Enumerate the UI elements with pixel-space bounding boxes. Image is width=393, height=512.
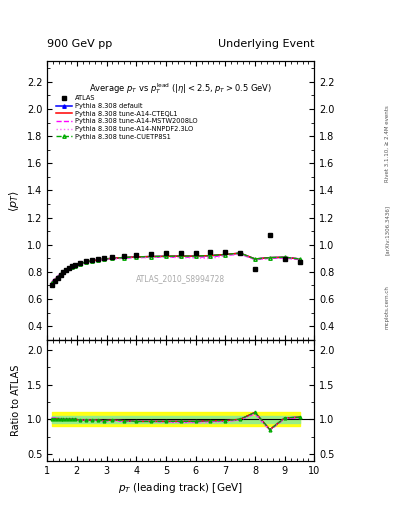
Text: Average $p_T$ vs $p_T^{\mathrm{lead}}$ ($|\eta| < 2.5$, $p_T > 0.5$ GeV): Average $p_T$ vs $p_T^{\mathrm{lead}}$ (… [89, 81, 272, 96]
X-axis label: $p_T$ (leading track) [GeV]: $p_T$ (leading track) [GeV] [118, 481, 243, 495]
Y-axis label: Ratio to ATLAS: Ratio to ATLAS [11, 365, 21, 436]
Text: ATLAS_2010_S8994728: ATLAS_2010_S8994728 [136, 274, 225, 283]
Text: Rivet 3.1.10, ≥ 2.4M events: Rivet 3.1.10, ≥ 2.4M events [385, 105, 389, 182]
Text: [arXiv:1306.3436]: [arXiv:1306.3436] [385, 205, 389, 255]
Text: 900 GeV pp: 900 GeV pp [47, 38, 112, 49]
Legend: ATLAS, Pythia 8.308 default, Pythia 8.308 tune-A14-CTEQL1, Pythia 8.308 tune-A14: ATLAS, Pythia 8.308 default, Pythia 8.30… [53, 93, 200, 142]
Text: mcplots.cern.ch: mcplots.cern.ch [385, 285, 389, 329]
Y-axis label: $\langle p_T \rangle$: $\langle p_T \rangle$ [7, 190, 21, 211]
Text: Underlying Event: Underlying Event [218, 38, 314, 49]
